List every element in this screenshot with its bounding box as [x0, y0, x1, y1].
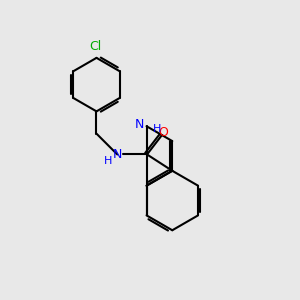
- Text: N: N: [135, 118, 144, 131]
- Text: H: H: [153, 124, 161, 134]
- Text: Cl: Cl: [89, 40, 101, 53]
- Text: O: O: [158, 126, 168, 139]
- Text: N: N: [112, 148, 122, 161]
- Text: H: H: [103, 156, 112, 166]
